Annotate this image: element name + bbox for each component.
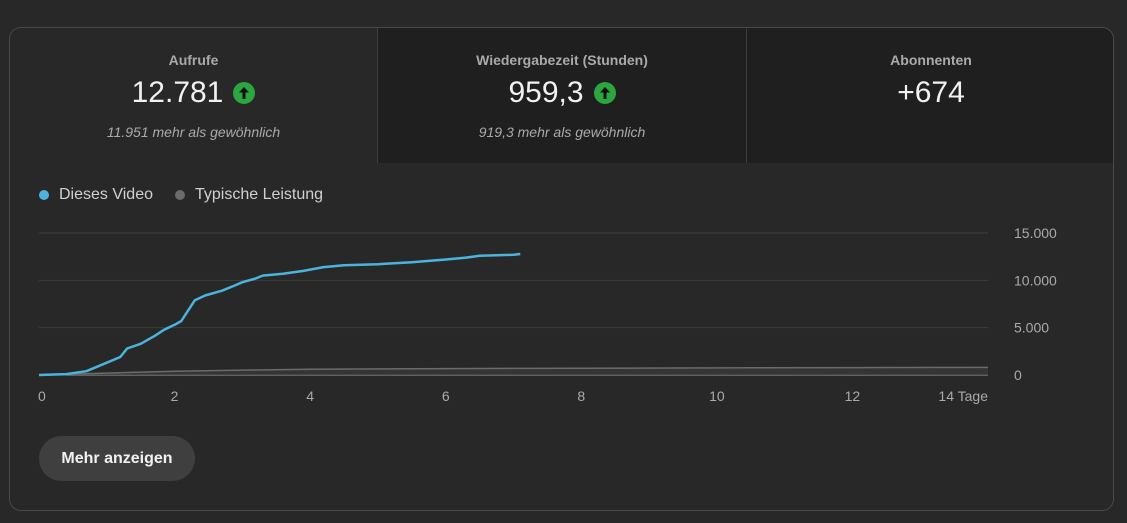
analytics-card: Aufrufe 12.781 11.951 mehr als gewöhnlic…: [9, 27, 1114, 511]
x-tick-label: 2: [171, 388, 179, 404]
series-area-typical: [39, 367, 988, 375]
tab-value-row: 959,3: [378, 76, 746, 110]
tab-value-row: +674: [747, 76, 1113, 110]
tab-title: Abonnenten: [890, 52, 972, 68]
watch-time-comparison: 919,3 mehr als gewöhnlich: [478, 124, 646, 140]
metric-tabs: Aufrufe 12.781 11.951 mehr als gewöhnlic…: [10, 28, 1113, 163]
tab-views[interactable]: Aufrufe 12.781 11.951 mehr als gewöhnlic…: [10, 28, 378, 163]
x-tick-label: 14 Tage: [938, 388, 988, 404]
legend-this-video: Dieses Video: [39, 186, 153, 204]
y-tick-label: 15.000: [1014, 225, 1057, 241]
legend-label-this-video: Dieses Video: [59, 186, 153, 203]
legend-label-typical: Typische Leistung: [194, 186, 324, 203]
tab-title: Aufrufe: [168, 52, 219, 68]
tab-subscribers[interactable]: Abonnenten +674: [747, 28, 1113, 163]
subscribers-value: +674: [897, 76, 965, 109]
tab-title: Wiedergabezeit (Stunden): [476, 52, 648, 68]
chart-legend: Dieses Video Typische Leistung: [39, 186, 345, 204]
arrow-up-icon: [233, 82, 256, 104]
y-tick-label: 10.000: [1014, 272, 1057, 288]
series-line-this-video: [38, 252, 521, 377]
x-tick-label: 0: [38, 388, 46, 404]
series-line-typical: [38, 366, 989, 376]
views-value: 12.781: [131, 76, 224, 109]
x-tick-label: 4: [306, 388, 314, 404]
watch-time-value: 959,3: [508, 76, 584, 109]
y-tick-label: 0: [1014, 367, 1022, 383]
x-tick-label: 10: [709, 388, 725, 404]
tab-watch-time[interactable]: Wiedergabezeit (Stunden) 959,3 919,3 meh…: [378, 28, 747, 163]
x-tick-label: 12: [845, 388, 861, 404]
y-tick-label: 5.000: [1014, 320, 1049, 336]
line-chart: 0 5.000 10.000 15.000 0 2 4 6 8 10 12 14 Tage: [38, 225, 1057, 404]
tab-value-row: 12.781: [10, 76, 377, 110]
legend-dot-typical: [174, 190, 185, 200]
x-tick-label: 6: [442, 388, 450, 404]
show-more-button[interactable]: Mehr anzeigen: [39, 436, 195, 481]
arrow-up-icon: [593, 82, 616, 104]
legend-typical: Typische Leistung: [174, 186, 324, 204]
views-comparison: 11.951 mehr als gewöhnlich: [106, 124, 281, 140]
legend-dot-this-video: [39, 190, 49, 200]
x-tick-label: 8: [577, 388, 585, 404]
